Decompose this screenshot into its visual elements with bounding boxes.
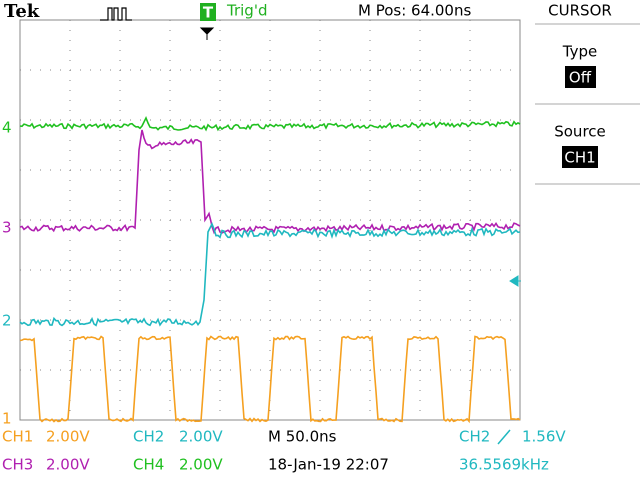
menu-value-box[interactable] — [565, 66, 596, 88]
menu-label: Source — [554, 123, 606, 141]
horizontal-position: M Pos: 64.00ns — [358, 2, 471, 20]
waveform — [19, 116, 521, 132]
acquire-icon — [100, 7, 132, 21]
brand: Tek — [4, 1, 40, 22]
waveform — [19, 129, 521, 235]
waveform — [19, 335, 521, 424]
trigger-slope — [497, 429, 511, 445]
graticule — [20, 20, 520, 420]
frequency: 36.5569kHz — [459, 456, 549, 474]
channel-marker: 3 — [2, 219, 12, 237]
trigger-status: Trig'd — [226, 2, 267, 20]
menu-title: CURSOR — [548, 2, 612, 20]
menu-label: Type — [562, 43, 597, 61]
channel-scale: 2.00V — [179, 428, 223, 446]
trigger-icon: T — [203, 4, 214, 22]
channel-scale: 2.00V — [179, 456, 223, 474]
channel-name: CH1 — [2, 428, 33, 446]
trigger-position-marker — [199, 27, 215, 40]
datetime: 18-Jan-19 22:07 — [268, 456, 389, 474]
channel-name: CH2 — [133, 428, 164, 446]
channel-name: CH4 — [133, 456, 164, 474]
menu-value[interactable]: Off — [569, 69, 592, 87]
waveform — [19, 222, 521, 327]
menu-value[interactable]: CH1 — [564, 149, 595, 167]
trigger-source: CH2 — [459, 428, 490, 446]
channel-scale: 2.00V — [46, 456, 90, 474]
timebase: M 50.0ns — [268, 428, 337, 446]
trigger-level-marker — [509, 275, 521, 287]
menu-value-box[interactable] — [562, 146, 598, 168]
channel-marker: 4 — [2, 119, 12, 137]
graticule-border — [19, 19, 521, 421]
channel-marker: 2 — [2, 312, 12, 330]
trigger-icon-box — [200, 3, 216, 21]
channel-marker: 1 — [2, 410, 12, 428]
channel-name: CH3 — [2, 456, 33, 474]
channel-scale: 2.00V — [46, 428, 90, 446]
trigger-level: 1.56V — [522, 428, 566, 446]
waveforms — [19, 116, 521, 424]
